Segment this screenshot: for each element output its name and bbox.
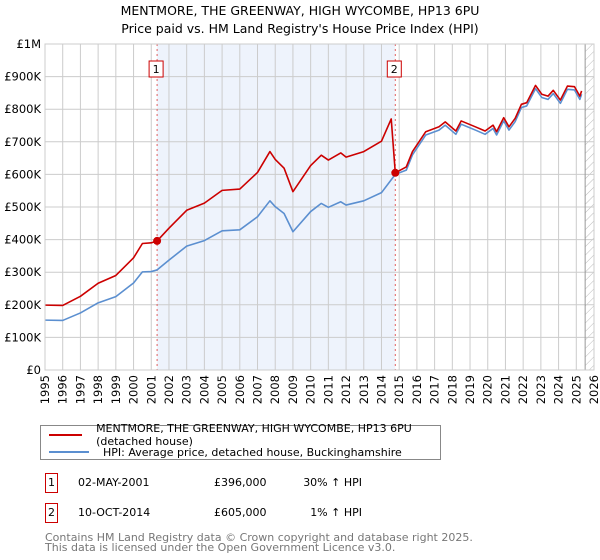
sale-date: 10-OCT-2014 <box>78 506 151 519</box>
x-tick-label: 2001 <box>144 375 158 404</box>
sale-marker-badge: 2 <box>45 503 58 523</box>
x-tick-label: 2010 <box>304 375 318 404</box>
footer-licence: This data is licensed under the Open Gov… <box>45 541 396 554</box>
chart-title: MENTMORE, THE GREENWAY, HIGH WYCOMBE, HP… <box>120 3 480 18</box>
x-tick-label: 2011 <box>321 375 335 404</box>
x-tick-label: 2004 <box>197 375 211 404</box>
series-line <box>44 87 583 322</box>
series-line <box>44 84 583 307</box>
x-tick-label: 2022 <box>516 375 530 404</box>
sale-point <box>391 168 400 177</box>
x-tick-label: 2016 <box>410 375 424 404</box>
x-tick-label: 2015 <box>392 375 406 404</box>
y-tick-label: £300K <box>4 265 41 279</box>
x-tick-label: 1999 <box>109 375 123 404</box>
y-tick-label: £200K <box>4 298 41 312</box>
y-tick-label: £900K <box>4 70 41 84</box>
sale-marker-box <box>148 60 164 78</box>
chart-subtitle: Price paid vs. HM Land Registry's House … <box>121 21 479 36</box>
sale-marker-label: 2 <box>391 63 398 76</box>
x-tick-label: 2014 <box>374 375 388 404</box>
x-tick-label: 2000 <box>127 375 141 404</box>
y-tick-label: £600K <box>4 167 41 181</box>
x-tick-label: 1997 <box>73 375 87 404</box>
sale-marker-badge: 1 <box>45 473 58 493</box>
x-tick-label: 2003 <box>180 375 194 404</box>
y-tick-label: £1M <box>16 37 41 51</box>
sale-hpi-diff: 30% ↑ HPI <box>303 476 362 489</box>
legend-hpi: HPI: Average price, detached house, Buck… <box>103 445 402 459</box>
sale-price: £396,000 <box>214 476 267 489</box>
sale-hpi-diff: 1% ↑ HPI <box>310 506 362 519</box>
x-tick-label: 2017 <box>428 375 442 404</box>
y-tick-label: £400K <box>4 233 41 247</box>
x-tick-label: 1998 <box>91 375 105 404</box>
sale-point <box>153 236 162 245</box>
sale-date: 02-MAY-2001 <box>78 476 150 489</box>
blue-line-swatch <box>49 451 89 453</box>
y-tick-label: £700K <box>4 135 41 149</box>
x-tick-label: 2009 <box>286 375 300 404</box>
x-tick-label: 2023 <box>534 375 548 404</box>
y-tick-label: £800K <box>4 102 41 116</box>
legend: MENTMORE, THE GREENWAY, HIGH WYCOMBE, HP… <box>40 422 441 460</box>
x-tick-label: 2020 <box>481 375 495 404</box>
x-tick-label: 2018 <box>445 375 459 404</box>
red-line-swatch <box>49 434 83 436</box>
price-chart: £0 £100K £200K £300K £400K £500K £600K £700K £80… <box>4 37 600 404</box>
sale-price: £605,000 <box>214 506 267 519</box>
x-tick-label: 2012 <box>339 375 353 404</box>
x-tick-label: 1996 <box>56 375 70 404</box>
x-tick-label: 2024 <box>552 375 566 404</box>
x-tick-label: 2013 <box>357 375 371 404</box>
y-tick-label: £0 <box>26 363 41 377</box>
x-tick-label: 1995 <box>38 375 52 404</box>
x-tick-label: 2006 <box>233 375 247 404</box>
plot-frame <box>44 43 595 371</box>
footer-copyright: Contains HM Land Registry data © Crown c… <box>45 531 473 544</box>
x-tick-label: 2002 <box>162 375 176 404</box>
x-tick-label: 2021 <box>498 375 512 404</box>
y-tick-label: £100K <box>4 330 41 344</box>
x-tick-label: 2005 <box>215 375 229 404</box>
sale-marker-label: 1 <box>153 63 160 76</box>
legend-property: MENTMORE, THE GREENWAY, HIGH WYCOMBE, HP… <box>96 422 412 448</box>
x-tick-label: 2026 <box>587 375 600 404</box>
x-tick-label: 2007 <box>251 375 265 404</box>
x-tick-label: 2019 <box>463 375 477 404</box>
sale-marker-box <box>386 60 402 78</box>
y-tick-label: £500K <box>4 200 41 214</box>
x-tick-label: 2008 <box>268 375 282 404</box>
x-tick-label: 2025 <box>569 375 583 404</box>
